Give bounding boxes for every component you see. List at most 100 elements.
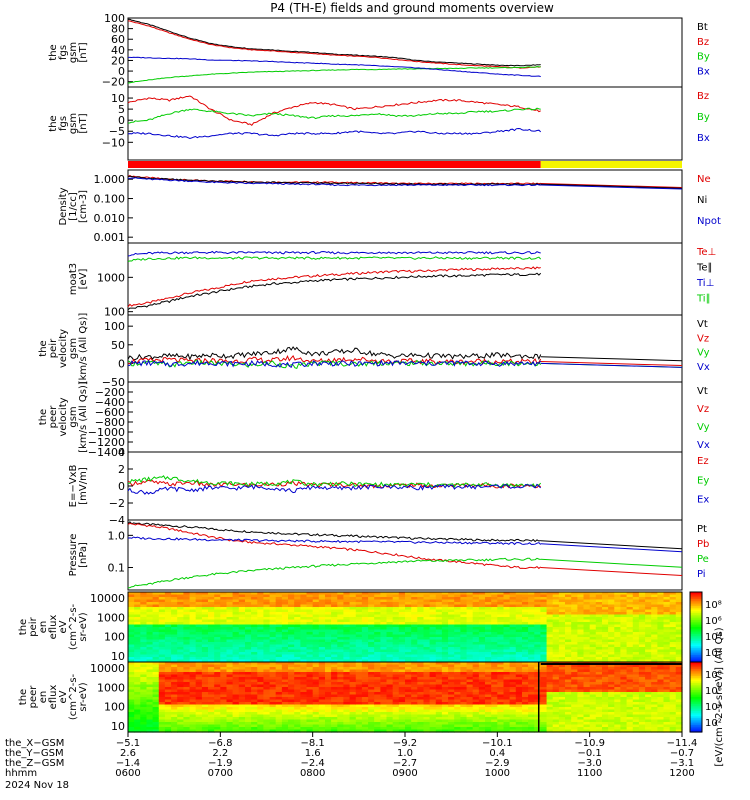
heatmap-cell	[257, 692, 265, 696]
heatmap-cell	[368, 712, 375, 716]
colorbar-band	[690, 618, 702, 621]
heatmap-cell	[318, 727, 326, 731]
heatmap-cell	[411, 699, 418, 703]
heatmap-cell	[325, 612, 332, 616]
heatmap-cell	[405, 639, 412, 643]
legend-Bz: Bz	[697, 91, 709, 102]
heatmap-cell	[515, 699, 523, 703]
heatmap-cell	[368, 717, 375, 721]
heatmap-cell	[128, 679, 135, 683]
heatmap-cell	[134, 674, 141, 678]
heatmap-cell	[589, 677, 597, 681]
heatmap-cell	[288, 672, 295, 676]
heatmap-cell	[546, 639, 554, 643]
heatmap-cell	[472, 689, 480, 693]
y-axis-label: thepeirenefluxeV(cm^2-s-sr-eV)	[18, 603, 89, 650]
heatmap-cell	[608, 607, 615, 611]
heatmap-cell	[312, 667, 320, 671]
heatmap-cell	[257, 632, 265, 636]
heatmap-cell	[534, 632, 542, 636]
heatmap-cell	[214, 619, 221, 623]
heatmap-cell	[214, 592, 221, 596]
heatmap-cell	[466, 642, 474, 646]
heatmap-cell	[645, 597, 652, 601]
heatmap-cell	[300, 594, 308, 598]
heatmap-cell	[454, 612, 461, 616]
heatmap-cell	[134, 659, 141, 663]
heatmap-cell	[466, 707, 474, 711]
heatmap-cell	[460, 629, 468, 633]
heatmap-cell	[238, 609, 246, 613]
heatmap-cell	[522, 697, 529, 701]
heatmap-cell	[602, 709, 609, 713]
heatmap-cell	[620, 642, 628, 646]
y-tick-label: −10	[102, 136, 125, 149]
heatmap-cell	[534, 697, 542, 701]
heatmap-cell	[435, 612, 443, 616]
heatmap-cell	[405, 664, 412, 668]
heatmap-cell	[663, 637, 671, 641]
heatmap-cell	[331, 699, 338, 703]
heatmap-cell	[552, 659, 560, 663]
colorbar-band	[690, 606, 702, 609]
heatmap-cell	[460, 594, 468, 598]
heatmap-cell	[220, 612, 228, 616]
heatmap-cell	[405, 679, 412, 683]
heatmap-cell	[183, 597, 191, 601]
heatmap-cell	[146, 614, 154, 618]
heatmap-cell	[146, 609, 154, 613]
heatmap-cell	[312, 637, 320, 641]
heatmap-cell	[201, 677, 209, 681]
heatmap-cell	[423, 629, 431, 633]
heatmap-cell	[441, 659, 449, 663]
heatmap-cell	[134, 709, 141, 713]
heatmap-cell	[355, 599, 363, 603]
heatmap-cell	[306, 604, 314, 608]
heatmap-cell	[546, 642, 554, 646]
heatmap-cell	[128, 677, 135, 681]
heatmap-cell	[645, 604, 652, 608]
heatmap-cell	[158, 707, 166, 711]
heatmap-cell	[534, 674, 542, 678]
heatmap-cell	[158, 654, 166, 658]
heatmap-cell	[558, 649, 566, 653]
heatmap-cell	[177, 692, 184, 696]
heatmap-cell	[509, 714, 517, 718]
heatmap-cell	[485, 689, 492, 693]
heatmap-cell	[571, 657, 578, 661]
heatmap-cell	[392, 637, 400, 641]
heatmap-cell	[306, 617, 314, 621]
heatmap-cell	[515, 647, 523, 651]
heatmap-cell	[368, 682, 375, 686]
heatmap-cell	[595, 674, 603, 678]
heatmap-cell	[411, 637, 418, 641]
heatmap-cell	[158, 687, 166, 691]
heatmap-cell	[269, 722, 277, 726]
heatmap-cell	[195, 722, 203, 726]
heatmap-cell	[478, 669, 486, 673]
heatmap-cell	[577, 639, 585, 643]
heatmap-cell	[158, 609, 166, 613]
heatmap-cell	[626, 602, 634, 606]
heatmap-cell	[374, 592, 381, 596]
heatmap-cell	[128, 602, 135, 606]
heatmap-cell	[152, 654, 160, 658]
heatmap-cell	[337, 622, 345, 626]
panel-peer_velocity: −200−400−600−800−1000−1200−1400thepeerve…	[38, 381, 710, 459]
heatmap-cell	[361, 657, 369, 661]
heatmap-cell	[540, 622, 548, 626]
heatmap-cell	[331, 722, 338, 726]
heatmap-cell	[318, 702, 326, 706]
heatmap-cell	[355, 617, 363, 621]
heatmap-cell	[164, 654, 172, 658]
heatmap-cell	[171, 704, 178, 708]
heatmap-cell	[448, 599, 455, 603]
heatmap-cell	[614, 619, 622, 623]
heatmap-cell	[214, 722, 221, 726]
heatmap-cell	[503, 724, 511, 728]
heatmap-cell	[355, 612, 363, 616]
heatmap-cell	[232, 614, 240, 618]
heatmap-cell	[164, 714, 172, 718]
heatmap-cell	[595, 619, 603, 623]
